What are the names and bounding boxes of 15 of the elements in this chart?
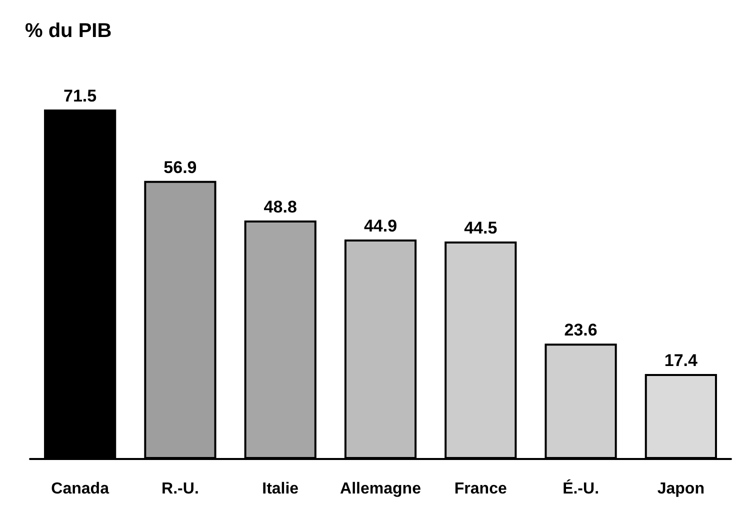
x-tick-label: France	[454, 480, 507, 498]
x-tick-label: R.-U.	[162, 480, 199, 498]
data-label: 17.4	[664, 350, 698, 370]
data-label: 56.9	[164, 158, 197, 177]
x-tick-label: Italie	[262, 480, 299, 498]
x-tick-label: Japon	[657, 480, 704, 498]
chart-title: % du PIB	[25, 20, 112, 42]
x-tick-label: Allemagne	[340, 480, 422, 498]
data-label: 44.5	[464, 218, 498, 238]
x-tick-label: Canada	[51, 480, 110, 498]
data-label: 44.9	[364, 216, 398, 236]
x-tick-label: É.-U.	[562, 478, 600, 498]
data-label: 48.8	[264, 197, 297, 216]
data-label: 71.5	[64, 86, 97, 106]
data-label: 23.6	[564, 320, 598, 340]
